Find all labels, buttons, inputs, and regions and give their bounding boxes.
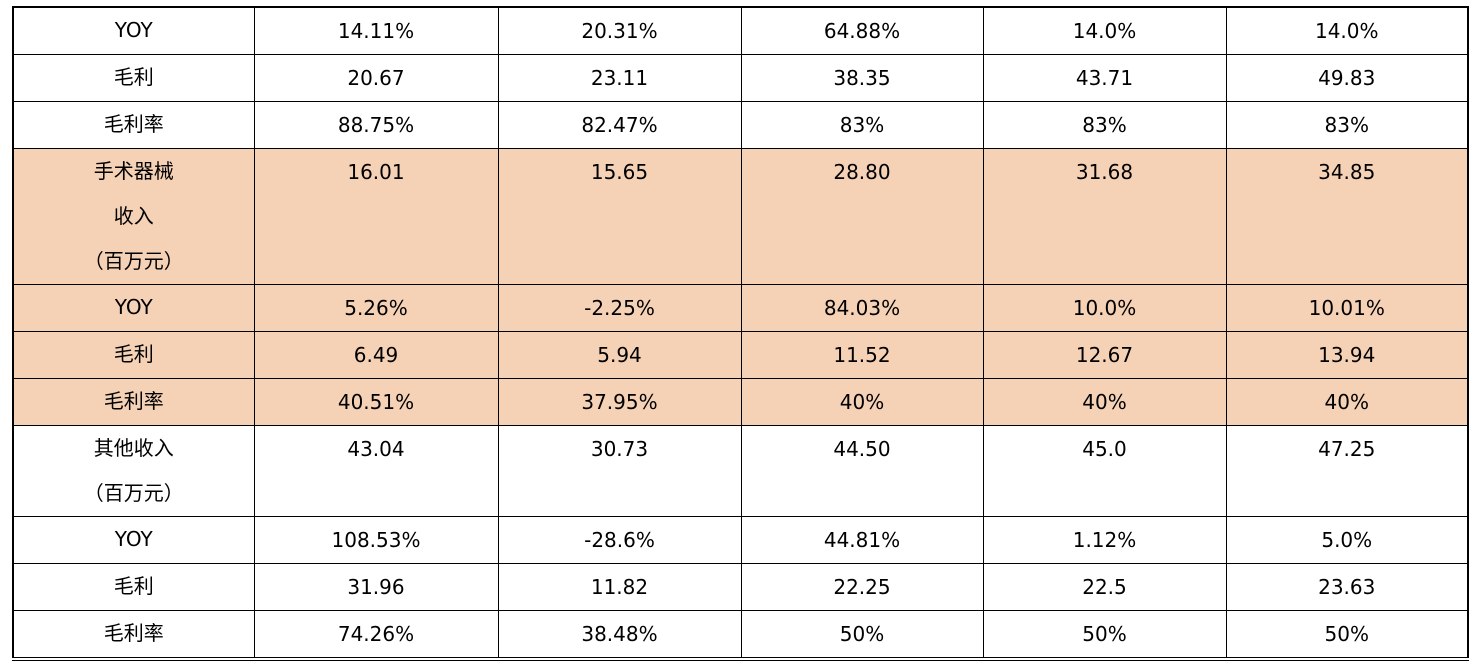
- table-cell: 38.48%: [497, 610, 742, 660]
- table-cell: 44.81%: [740, 516, 984, 564]
- row-label: 毛利: [12, 54, 255, 102]
- table-cell: 40%: [1225, 378, 1469, 426]
- table-cell: 14.0%: [1225, 6, 1469, 55]
- table-cell: 38.35: [740, 54, 984, 102]
- data-table: YOY 14.11% 20.31% 64.88% 14.0% 14.0% 毛利 20.67 23…: [12, 6, 1469, 661]
- table-cell: -28.6%: [497, 516, 742, 564]
- table-cell: 30.73: [497, 425, 742, 517]
- table-cell: 11.52: [740, 331, 984, 379]
- table-row: YOY 108.53% -28.6% 44.81% 1.12% 5.0%: [12, 516, 1469, 564]
- row-label: YOY: [12, 516, 255, 564]
- table-cell: 14.11%: [253, 6, 499, 55]
- table-cell: 82.47%: [497, 101, 742, 149]
- table-cell: 15.65: [497, 148, 742, 285]
- table-cell: 22.25: [740, 563, 984, 611]
- table-cell: -2.25%: [497, 284, 742, 332]
- table-cell: 16.01: [253, 148, 499, 285]
- label-line: 毛利: [113, 574, 154, 598]
- table-cell: 23.11: [497, 54, 742, 102]
- table-row: 手术器械收入 （百万元） 16.01 15.65 28.80 31.68 34.85: [12, 148, 1469, 285]
- label-line: YOY: [114, 295, 153, 319]
- table-cell: 44.50: [740, 425, 984, 517]
- table-cell: 10.01%: [1225, 284, 1469, 332]
- table-cell: 20.31%: [497, 6, 742, 55]
- row-label: 毛利: [12, 563, 255, 611]
- label-line: 毛利: [113, 65, 154, 89]
- table-cell: 1.12%: [982, 516, 1227, 564]
- table-row: 毛利 31.96 11.82 22.25 22.5 23.63: [12, 563, 1469, 611]
- row-label: YOY: [12, 284, 255, 332]
- table-cell: 50%: [1225, 610, 1469, 660]
- table-cell: 14.0%: [982, 6, 1227, 55]
- table-cell: 6.49: [253, 331, 499, 379]
- table-row: 毛利率 40.51% 37.95% 40% 40% 40%: [12, 378, 1469, 426]
- table-row: 其他收入 （百万元） 43.04 30.73 44.50 45.0 47.25: [12, 425, 1469, 517]
- table-row: 毛利率 88.75% 82.47% 83% 83% 83%: [12, 101, 1469, 149]
- table-cell: 5.26%: [253, 284, 499, 332]
- table-cell: 23.63: [1225, 563, 1469, 611]
- table-cell: 22.5: [982, 563, 1227, 611]
- table-row: 毛利 20.67 23.11 38.35 43.71 49.83: [12, 54, 1469, 102]
- table-wrap: YOY 14.11% 20.31% 64.88% 14.0% 14.0% 毛利 20.67 23…: [12, 6, 1469, 661]
- table-cell: 28.80: [740, 148, 984, 285]
- row-label: YOY: [12, 6, 255, 55]
- table-cell: 10.0%: [982, 284, 1227, 332]
- table-cell: 43.71: [982, 54, 1227, 102]
- label-line: 收入: [113, 204, 154, 228]
- table-cell: 43.04: [253, 425, 499, 517]
- table-cell: 49.83: [1225, 54, 1469, 102]
- label-line: 毛利率: [103, 112, 164, 136]
- table-cell: 108.53%: [253, 516, 499, 564]
- table-cell: 50%: [982, 610, 1227, 660]
- table-cell: 40.51%: [253, 378, 499, 426]
- table-row: YOY 5.26% -2.25% 84.03% 10.0% 10.01%: [12, 284, 1469, 332]
- table-row: 毛利率 74.26% 38.48% 50% 50% 50%: [12, 610, 1469, 660]
- table-cell: 13.94: [1225, 331, 1469, 379]
- table-cell: 88.75%: [253, 101, 499, 149]
- table-cell: 83%: [982, 101, 1227, 149]
- label-line: 手术器械: [93, 159, 174, 183]
- label-line: 毛利: [113, 342, 154, 366]
- row-label: 毛利率: [12, 610, 255, 660]
- row-label: 毛利率: [12, 378, 255, 426]
- table-cell: 5.94: [497, 331, 742, 379]
- label-line: 毛利率: [103, 389, 164, 413]
- table-row: 毛利 6.49 5.94 11.52 12.67 13.94: [12, 331, 1469, 379]
- table-cell: 45.0: [982, 425, 1227, 517]
- table-cell: 74.26%: [253, 610, 499, 660]
- table-cell: 34.85: [1225, 148, 1469, 285]
- table-row: YOY 14.11% 20.31% 64.88% 14.0% 14.0%: [12, 6, 1469, 55]
- label-line: YOY: [114, 527, 153, 551]
- label-line: （百万元）: [83, 481, 184, 505]
- table-body: YOY 14.11% 20.31% 64.88% 14.0% 14.0% 毛利 20.67 23…: [12, 6, 1469, 660]
- table-cell: 64.88%: [740, 6, 984, 55]
- label-line: YOY: [114, 18, 153, 42]
- table-cell: 12.67: [982, 331, 1227, 379]
- label-line: （百万元）: [83, 249, 184, 273]
- row-label: 其他收入 （百万元）: [12, 425, 255, 517]
- table-cell: 83%: [1225, 101, 1469, 149]
- table-cell: 83%: [740, 101, 984, 149]
- table-cell: 5.0%: [1225, 516, 1469, 564]
- table-cell: 50%: [740, 610, 984, 660]
- table-cell: 37.95%: [497, 378, 742, 426]
- table-cell: 47.25: [1225, 425, 1469, 517]
- table-cell: 11.82: [497, 563, 742, 611]
- row-label: 手术器械收入 （百万元）: [12, 148, 255, 285]
- table-cell: 40%: [740, 378, 984, 426]
- table-cell: 20.67: [253, 54, 499, 102]
- label-line: 毛利率: [103, 621, 164, 645]
- table-cell: 31.96: [253, 563, 499, 611]
- row-label: 毛利率: [12, 101, 255, 149]
- table-cell: 31.68: [982, 148, 1227, 285]
- label-line: 其他收入: [93, 436, 174, 460]
- row-label: 毛利: [12, 331, 255, 379]
- table-cell: 84.03%: [740, 284, 984, 332]
- table-cell: 40%: [982, 378, 1227, 426]
